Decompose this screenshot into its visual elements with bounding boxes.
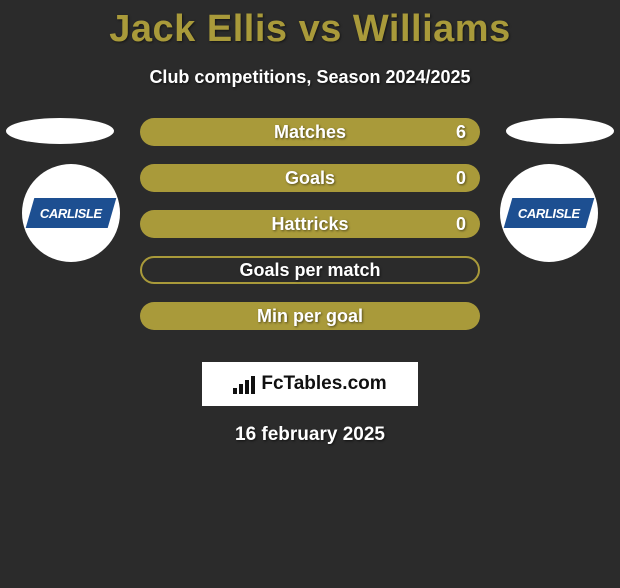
stat-label: Hattricks bbox=[271, 214, 348, 235]
comparison-card: Jack Ellis vs Williams Club competitions… bbox=[0, 8, 620, 446]
page-title: Jack Ellis vs Williams bbox=[0, 8, 620, 51]
team-logo-left-text: CARLISLE bbox=[40, 206, 102, 221]
stat-value: 0 bbox=[456, 168, 466, 189]
stat-value: 6 bbox=[456, 122, 466, 143]
stat-label: Goals per match bbox=[239, 260, 380, 281]
team-logo-left: CARLISLE bbox=[22, 164, 120, 262]
stat-value: 0 bbox=[456, 214, 466, 235]
brand-box: FcTables.com bbox=[202, 362, 418, 406]
stat-bar-goals: Goals 0 bbox=[140, 164, 480, 192]
stat-bar-matches: Matches 6 bbox=[140, 118, 480, 146]
team-logo-right-shape: CARLISLE bbox=[504, 198, 595, 228]
comparison-stage: CARLISLE CARLISLE Matches 6 Goals 0 Hatt… bbox=[0, 118, 620, 348]
stat-bar-min-per-goal: Min per goal bbox=[140, 302, 480, 330]
decoration-ellipse-right bbox=[506, 118, 614, 144]
decoration-ellipse-left bbox=[6, 118, 114, 144]
team-logo-right: CARLISLE bbox=[500, 164, 598, 262]
stat-label: Min per goal bbox=[257, 306, 363, 327]
team-logo-left-shape: CARLISLE bbox=[26, 198, 117, 228]
stat-label: Goals bbox=[285, 168, 335, 189]
stat-label: Matches bbox=[274, 122, 346, 143]
stat-bar-goals-per-match: Goals per match bbox=[140, 256, 480, 284]
stat-bars: Matches 6 Goals 0 Hattricks 0 Goals per … bbox=[140, 118, 480, 348]
stat-bar-hattricks: Hattricks 0 bbox=[140, 210, 480, 238]
subtitle: Club competitions, Season 2024/2025 bbox=[0, 67, 620, 88]
team-logo-right-text: CARLISLE bbox=[518, 206, 580, 221]
bar-chart-icon bbox=[233, 374, 255, 394]
date-label: 16 february 2025 bbox=[0, 424, 620, 446]
brand-text: FcTables.com bbox=[261, 373, 386, 395]
